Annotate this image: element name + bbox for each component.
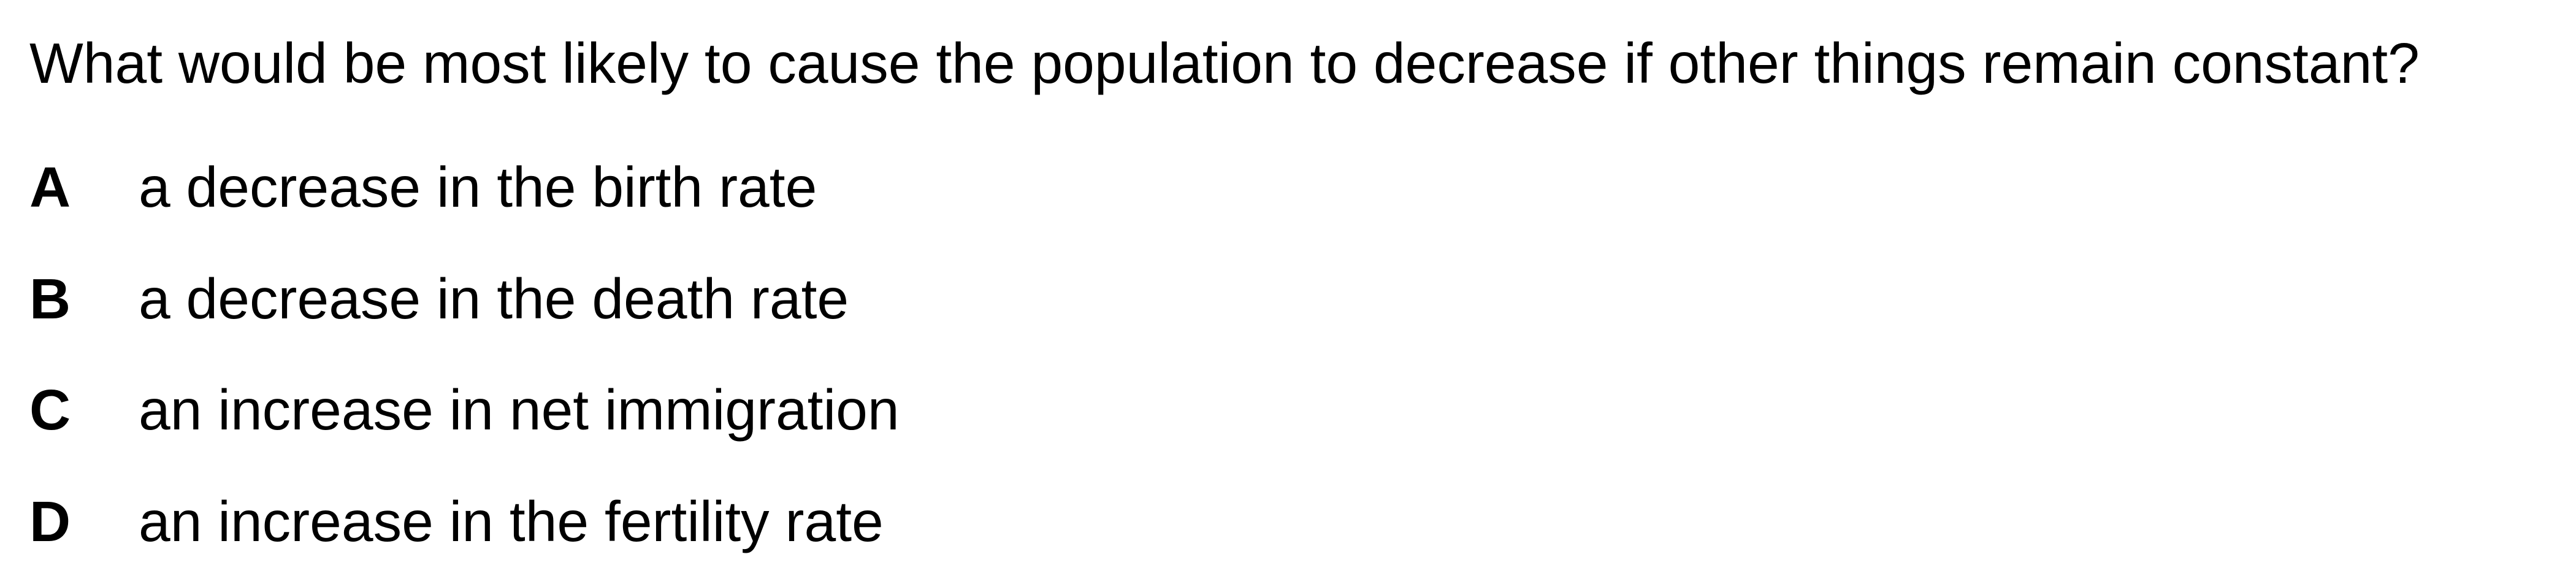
option-text-c: an increase in net immigration: [139, 377, 900, 442]
option-letter-c: C: [29, 377, 71, 442]
question-text: What would be most likely to cause the p…: [29, 31, 2420, 95]
answer-option-d[interactable]: D an increase in the fertility rate: [29, 488, 884, 555]
answer-option-c[interactable]: C an increase in net immigration: [29, 376, 900, 444]
option-letter-b: B: [29, 266, 71, 331]
answer-option-b[interactable]: B a decrease in the death rate: [29, 265, 849, 332]
answer-option-a[interactable]: A a decrease in the birth rate: [29, 153, 817, 221]
option-text-d: an increase in the fertility rate: [139, 489, 884, 553]
option-letter-a: A: [29, 155, 71, 219]
option-text-a: a decrease in the birth rate: [139, 155, 817, 219]
option-letter-d: D: [29, 489, 71, 553]
option-text-b: a decrease in the death rate: [139, 266, 849, 331]
